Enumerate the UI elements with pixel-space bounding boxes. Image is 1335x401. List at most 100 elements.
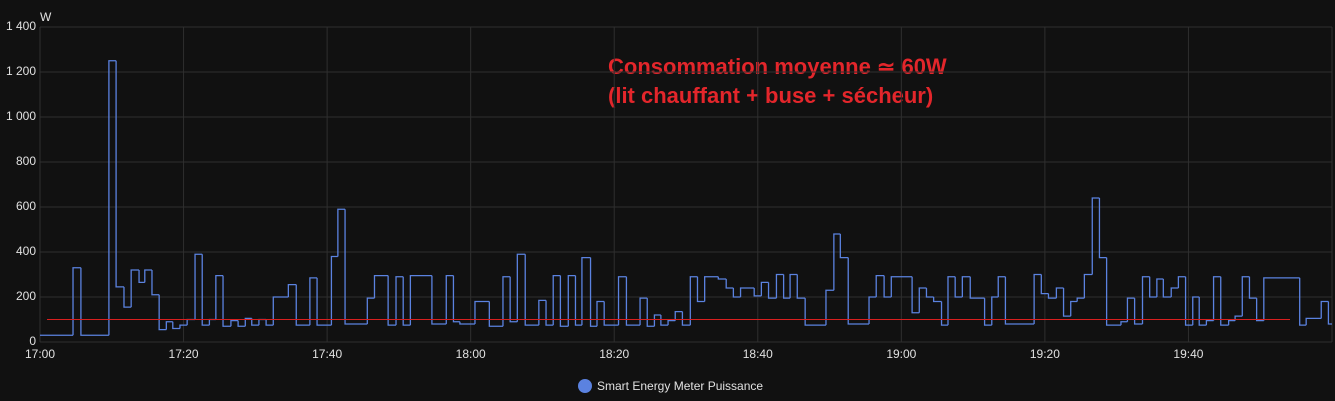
step-segment: [1255, 298, 1264, 322]
step-segment: [574, 275, 582, 326]
step-segment: [1212, 276, 1221, 321]
step-segment: [947, 276, 956, 326]
annotation: (lit chauffant + buse + sécheur): [608, 83, 933, 108]
step-segment: [459, 321, 475, 325]
step-segment: [725, 279, 734, 289]
step-segment: [373, 274, 389, 299]
step-segment: [660, 315, 669, 326]
step-segment: [918, 287, 927, 313]
step-segment: [804, 298, 826, 326]
step-segment: [969, 276, 985, 299]
step-segment: [144, 269, 152, 283]
step-segment: [1170, 287, 1179, 297]
step-segment: [244, 317, 252, 327]
step-segment: [230, 319, 239, 327]
step-segment: [1004, 276, 1035, 325]
step-segment: [883, 275, 892, 298]
step-segment: [337, 208, 346, 257]
step-segment: [402, 276, 411, 326]
y-tick-label: 600: [16, 199, 36, 213]
step-segment: [696, 276, 705, 303]
step-segment: [237, 320, 246, 327]
step-segment: [1156, 278, 1164, 297]
step-segment: [1299, 277, 1307, 326]
step-segment: [875, 274, 885, 297]
legend-label: Smart Energy Meter Puissance: [597, 379, 763, 393]
step-segment: [208, 318, 216, 326]
step-segment: [80, 267, 109, 336]
step-segment: [1126, 297, 1135, 322]
step-segment: [847, 257, 870, 325]
step-segment: [115, 60, 124, 288]
step-segment: [767, 282, 777, 299]
step-segment: [1083, 273, 1093, 299]
step-segment: [108, 60, 117, 336]
y-tick-label: 1 200: [6, 64, 36, 78]
step-segment: [1055, 287, 1064, 299]
step-segment: [868, 296, 877, 324]
step-segment: [925, 288, 934, 298]
step-segment: [502, 276, 511, 327]
step-segment: [603, 301, 619, 326]
step-segment: [1241, 276, 1250, 317]
step-segment: [954, 276, 963, 298]
step-segment: [151, 270, 160, 296]
step-segment: [1184, 276, 1193, 326]
step-segment: [653, 314, 661, 327]
y-tick-label: 800: [16, 154, 36, 168]
x-tick-label: 18:20: [599, 347, 629, 361]
step-segment: [1177, 276, 1186, 288]
step-segment: [1305, 317, 1322, 326]
step-segment: [72, 267, 81, 336]
step-segment: [1227, 319, 1236, 326]
step-segment: [796, 274, 806, 299]
y-unit: W: [40, 10, 52, 24]
step-segment: [1105, 257, 1121, 326]
y-tick-label: 1 400: [6, 19, 36, 33]
x-tick-label: 19:20: [1030, 347, 1060, 361]
step-segment: [431, 275, 447, 325]
series: [40, 60, 1332, 336]
x-tick-label: 17:40: [312, 347, 342, 361]
step-segment: [186, 318, 196, 326]
step-segment: [753, 288, 762, 297]
step-segment: [775, 273, 784, 299]
step-segment: [983, 298, 992, 326]
step-segment: [201, 254, 210, 326]
y-tick-label: 0: [29, 334, 36, 348]
step-segment: [1076, 297, 1085, 302]
step-segment: [567, 274, 576, 327]
step-segment: [991, 296, 999, 326]
step-segment: [625, 276, 641, 326]
step-segment: [538, 299, 547, 326]
step-segment: [589, 257, 597, 327]
step-segment: [911, 276, 920, 314]
step-segment: [445, 274, 454, 324]
step-segment: [1220, 276, 1229, 326]
annotation: Consommation moyenne ≃ 60W: [608, 54, 947, 79]
step-segment: [739, 287, 755, 297]
x-tick-label: 18:00: [456, 347, 486, 361]
step-segment: [1062, 288, 1071, 317]
step-segment: [395, 276, 404, 326]
step-segment: [1133, 298, 1143, 325]
step-segment: [138, 270, 145, 284]
step-segment: [366, 297, 375, 324]
x-tick-label: 17:00: [25, 347, 55, 361]
step-segment: [309, 277, 318, 326]
y-tick-label: 1 000: [6, 109, 36, 123]
step-segment: [1098, 198, 1107, 259]
step-segment: [1263, 277, 1300, 321]
step-segment: [330, 255, 338, 326]
x-tick-label: 19:00: [886, 347, 916, 361]
step-segment: [1070, 300, 1078, 317]
step-segment: [215, 274, 224, 320]
step-segment: [1033, 273, 1042, 324]
step-segment: [596, 300, 605, 327]
step-segment: [251, 318, 259, 326]
step-segment: [194, 253, 203, 320]
step-segment: [704, 276, 719, 302]
step-segment: [833, 233, 841, 291]
step-segment: [295, 284, 310, 326]
